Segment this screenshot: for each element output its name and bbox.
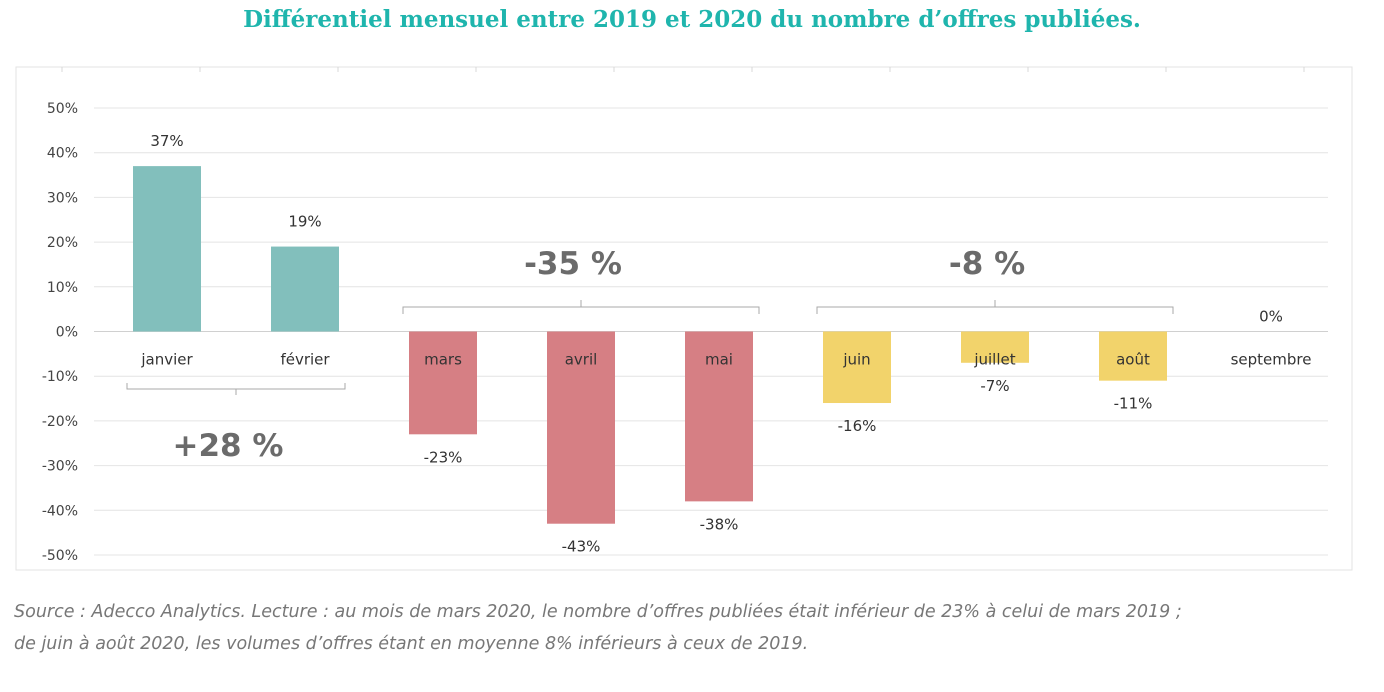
y-tick-label: 20%: [47, 235, 78, 251]
category-label: février: [280, 351, 330, 369]
y-axis-ticks: 50% 40% 30% 20% 10% 0% -10% -20% -30% -40% -50%: [42, 101, 78, 564]
bar-août: [1099, 331, 1167, 381]
category-label: juin: [842, 351, 870, 369]
bar-mai: [685, 331, 753, 502]
caption-line-1: Source : Adecco Analytics. Lecture : au …: [14, 602, 1182, 622]
group-label: -35 %: [524, 246, 622, 282]
y-tick-label: -40%: [42, 503, 78, 519]
bar-juillet: [961, 331, 1029, 363]
y-tick-label: 50%: [47, 101, 78, 117]
group-label: -8 %: [949, 246, 1025, 282]
bars: [133, 166, 1167, 524]
category-label: mars: [424, 351, 462, 369]
bar-avril: [547, 331, 615, 524]
category-label: janvier: [140, 351, 193, 369]
bar-chart: 50% 40% 30% 20% 10% 0% -10% -20% -30% -40% -50% ja…: [15, 66, 1353, 571]
y-tick-label: -30%: [42, 459, 78, 475]
value-label: -16%: [838, 417, 877, 435]
value-label: 19%: [288, 213, 321, 231]
value-label: -43%: [562, 538, 601, 556]
y-tick-label: -10%: [42, 369, 78, 385]
group-annotations: +28 % -35 % -8 %: [126, 246, 1174, 464]
caption-line-2: de juin à août 2020, les volumes d’offre…: [14, 634, 809, 654]
value-label: 37%: [150, 132, 183, 150]
group-label: +28 %: [173, 428, 284, 464]
category-label: septembre: [1231, 351, 1312, 369]
value-label: -11%: [1114, 395, 1153, 413]
y-tick-label: 30%: [47, 190, 78, 206]
bar-mars: [409, 331, 477, 435]
chart-border: [15, 66, 1353, 571]
category-labels: janvier février mars avril mai juin juillet aoû…: [140, 351, 1311, 369]
bar-janvier: [133, 166, 201, 332]
y-tick-label: -20%: [42, 414, 78, 430]
y-tick-label: 10%: [47, 280, 78, 296]
source-caption: Source : Adecco Analytics. Lecture : au …: [14, 596, 1374, 660]
value-label: -7%: [980, 377, 1009, 395]
category-label: mai: [705, 351, 733, 369]
value-label: -38%: [700, 515, 739, 533]
category-label: juillet: [973, 351, 1015, 369]
value-label: 0%: [1259, 308, 1283, 326]
y-tick-label: -50%: [42, 548, 78, 564]
value-labels: 37% 19% -23% -43% -38% -16% -7% -11% 0%: [150, 132, 1283, 556]
bar-juin: [823, 331, 891, 404]
chart-title: Différentiel mensuel entre 2019 et 2020 …: [243, 6, 1141, 33]
bar-février: [271, 246, 339, 332]
category-label: avril: [565, 351, 598, 369]
category-label: août: [1116, 351, 1150, 369]
chart-frame: [15, 66, 1353, 571]
y-tick-label: 40%: [47, 146, 78, 162]
group-bracket: [816, 300, 1174, 314]
y-tick-label: 0%: [56, 325, 78, 341]
group-bracket: [126, 383, 346, 395]
value-label: -23%: [424, 448, 463, 466]
group-bracket: [402, 300, 760, 314]
